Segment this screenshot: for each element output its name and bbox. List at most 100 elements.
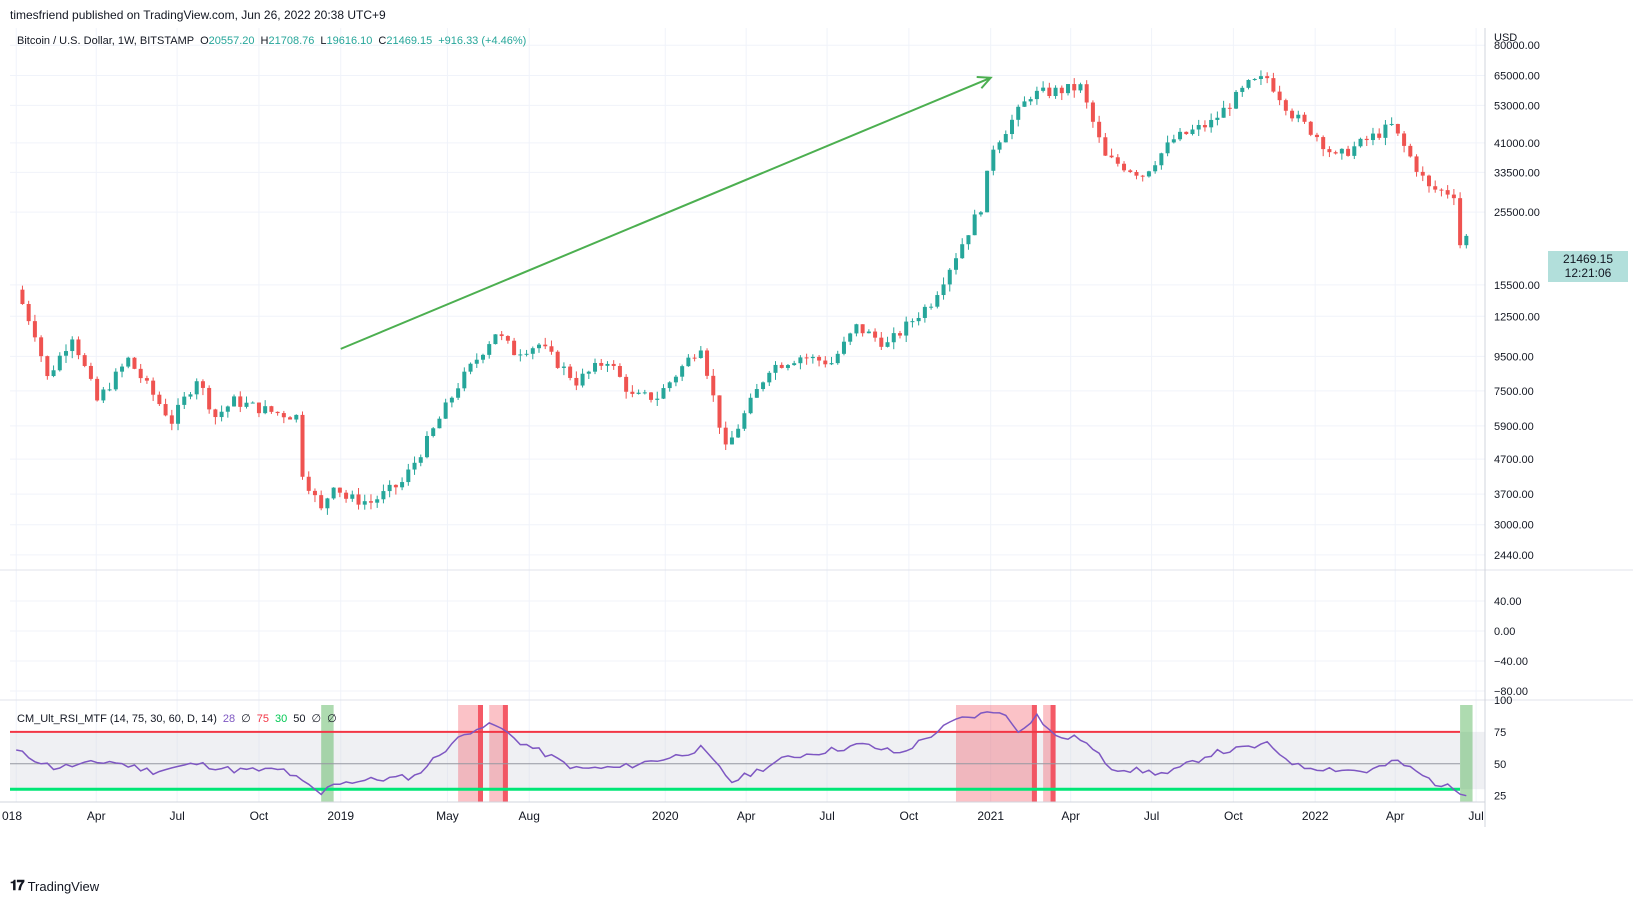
time-tick-label: Oct: [900, 809, 919, 823]
time-tick-label: Jul: [1144, 809, 1159, 823]
candle-body: [1314, 134, 1319, 138]
price-tick-label: 7500.00: [1494, 386, 1534, 398]
candle-body: [1103, 137, 1108, 156]
candle-body: [120, 366, 125, 372]
candle-body: [642, 392, 647, 394]
candle-body: [705, 350, 710, 376]
candle-body: [848, 333, 853, 342]
candle-body: [45, 356, 50, 377]
candle-body: [891, 333, 896, 343]
brand: 𝟏𝟕 TradingView: [10, 878, 99, 894]
candle-body: [1445, 190, 1450, 195]
candle-body: [929, 306, 934, 308]
publisher-line: timesfriend published on TradingView.com…: [10, 8, 386, 22]
candle-body: [779, 364, 784, 368]
candle-body: [1414, 156, 1419, 172]
rsi-legend-v7: ∅: [327, 713, 337, 725]
candle-body: [1265, 76, 1270, 79]
time-tick-label: 2020: [652, 809, 679, 823]
time-tick-label: 018: [2, 809, 22, 823]
candle-body: [941, 284, 946, 296]
candle-body: [1115, 157, 1120, 164]
candle-body: [1122, 163, 1127, 171]
candle-body: [624, 376, 629, 392]
candle-body: [972, 214, 977, 236]
candle-body: [1352, 146, 1357, 156]
candle-body: [381, 491, 386, 500]
candle-body: [1327, 149, 1332, 153]
candle-body: [1333, 152, 1338, 154]
candle-body: [717, 395, 722, 428]
trend-arrow-head: [976, 76, 993, 89]
candle-body: [835, 353, 840, 364]
candle-body: [518, 354, 523, 356]
candle-body: [194, 381, 199, 395]
candle-body: [1159, 153, 1164, 166]
overbought-marker: [502, 705, 508, 802]
candle-body: [101, 389, 106, 401]
candle-body: [64, 351, 69, 356]
candle-body: [356, 494, 361, 505]
candle-body: [188, 394, 193, 397]
price-tick-label: 53000.00: [1494, 100, 1540, 112]
candle-body: [854, 324, 859, 334]
rsi-legend-v2: ∅: [241, 713, 251, 725]
candle-body: [512, 340, 517, 356]
candle-body: [1171, 139, 1176, 143]
time-tick-label: Aug: [519, 809, 540, 823]
candle-body: [1389, 123, 1394, 125]
candle-body: [636, 392, 641, 394]
candle-body: [580, 373, 585, 386]
candle-body: [754, 389, 759, 398]
candle-body: [288, 417, 293, 420]
candle-body: [985, 170, 990, 213]
candle-body: [418, 457, 423, 463]
candle-body: [300, 414, 305, 477]
candle-body: [1364, 138, 1369, 141]
candle-body: [593, 362, 598, 372]
candle-body: [362, 501, 367, 505]
candle-body: [406, 469, 411, 483]
ohlc-h-value: 21708.76: [268, 35, 314, 47]
candle-body: [810, 356, 815, 359]
price-tick-label: 65000.00: [1494, 71, 1540, 83]
candle-body: [524, 353, 529, 355]
candle-body: [555, 351, 560, 368]
candle-body: [169, 415, 174, 424]
time-tick-label: Apr: [737, 809, 756, 823]
candle-body: [207, 387, 212, 410]
candle-body: [897, 333, 902, 336]
legend-line: Bitcoin / U.S. Dollar, 1W, BITSTAMP O2055…: [17, 35, 526, 47]
price-tick-label: 12500.00: [1494, 311, 1540, 323]
candle-body: [1252, 79, 1257, 81]
last-price-tag: 21469.15 12:21:06: [1548, 251, 1628, 282]
candle-body: [26, 303, 31, 322]
candle-body: [1296, 114, 1301, 119]
candle-body: [655, 398, 660, 400]
candle-body: [1426, 175, 1431, 187]
candle-body: [1059, 87, 1064, 94]
candle-body: [1165, 142, 1170, 154]
candle-body: [792, 363, 797, 366]
candle-body: [543, 344, 548, 347]
candles: [20, 70, 1469, 515]
candle-body: [412, 462, 417, 470]
candle-body: [904, 321, 909, 336]
ohlc-c-value: 21469.15: [386, 35, 432, 47]
price-tick-label: 15500.00: [1494, 280, 1540, 292]
candle-body: [978, 212, 983, 215]
price-tick-label: 5900.00: [1494, 421, 1534, 433]
bar-countdown: 12:21:06: [1564, 266, 1612, 280]
candle-body: [997, 142, 1002, 150]
candle-body: [132, 357, 137, 369]
axes-lines: [0, 28, 1633, 827]
price-tick-label: 3700.00: [1494, 489, 1534, 501]
candle-body: [1246, 79, 1251, 88]
candle-body: [1146, 171, 1151, 177]
overbought-marker: [1050, 705, 1056, 802]
candle-body: [860, 324, 865, 334]
candle-body: [599, 362, 604, 366]
time-tick-label: 2019: [327, 809, 354, 823]
candle-body: [1047, 87, 1052, 97]
candle-body: [325, 498, 330, 509]
